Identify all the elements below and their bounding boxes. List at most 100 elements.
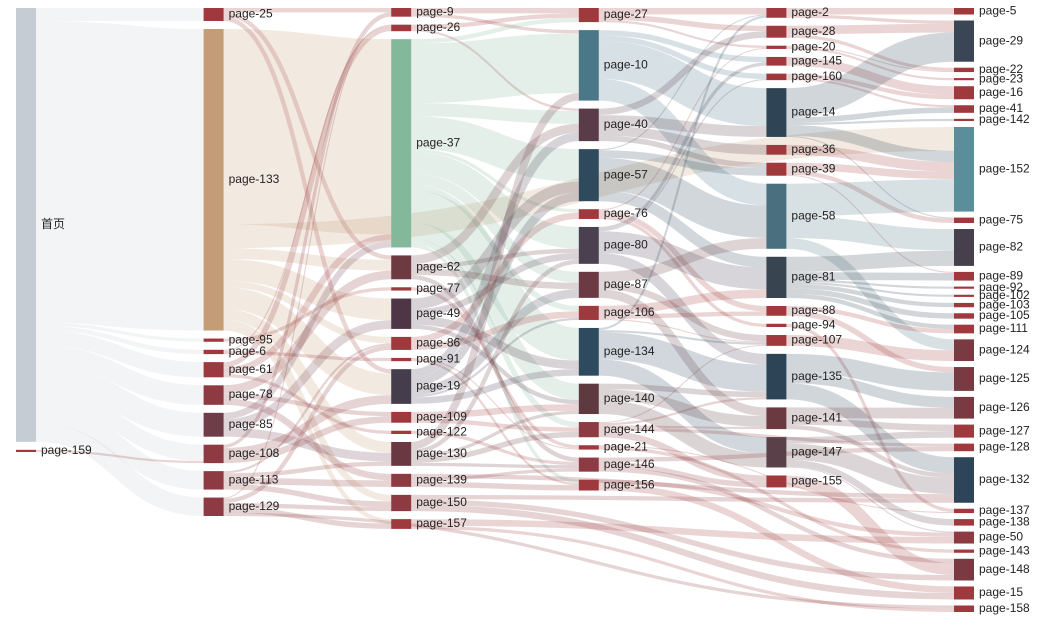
link	[411, 123, 579, 265]
node	[954, 605, 974, 612]
link	[786, 431, 955, 444]
node	[766, 162, 787, 176]
node	[954, 396, 974, 419]
link	[35, 322, 204, 342]
node	[391, 336, 412, 350]
node-label: page-91	[416, 352, 460, 366]
link	[411, 410, 579, 458]
link	[598, 383, 767, 398]
link	[598, 30, 767, 63]
link	[411, 525, 955, 612]
link	[223, 398, 392, 481]
link	[786, 162, 955, 180]
node	[203, 338, 224, 342]
link	[598, 157, 767, 238]
node-label: page-124	[979, 342, 1030, 356]
node-label: page-128	[979, 440, 1030, 454]
node	[578, 383, 599, 415]
node	[578, 305, 599, 320]
link	[223, 270, 392, 394]
node-label: page-158	[979, 601, 1030, 615]
node-label: page-130	[416, 446, 467, 460]
link	[411, 238, 579, 428]
node-label: page-94	[791, 318, 835, 332]
link	[786, 459, 955, 526]
link	[598, 282, 767, 342]
link	[598, 425, 767, 430]
node-label: page-22	[979, 62, 1023, 76]
link	[411, 499, 955, 581]
node-label: page-125	[979, 371, 1030, 385]
link	[35, 388, 204, 461]
link	[786, 174, 955, 273]
node-label: page-105	[979, 308, 1030, 322]
node	[954, 217, 974, 224]
link	[786, 418, 955, 432]
node	[954, 367, 974, 391]
link	[786, 250, 955, 272]
link	[598, 446, 955, 553]
link	[598, 125, 767, 155]
node-label: page-58	[791, 208, 835, 222]
link	[786, 281, 955, 297]
node	[578, 327, 599, 376]
link	[223, 395, 392, 457]
node-label: page-111	[979, 321, 1028, 335]
link	[411, 116, 579, 182]
link	[223, 326, 392, 524]
node	[578, 422, 599, 438]
node-label: page-41	[979, 101, 1023, 115]
link	[598, 318, 767, 343]
link	[411, 317, 579, 398]
link	[223, 320, 392, 429]
node	[766, 256, 787, 298]
link	[223, 12, 392, 260]
node-label: page-86	[416, 336, 460, 350]
node	[954, 443, 974, 452]
link	[786, 310, 955, 373]
link	[598, 19, 767, 48]
link	[411, 13, 579, 30]
link	[223, 461, 392, 478]
node	[578, 457, 599, 472]
link	[598, 79, 767, 232]
link	[35, 404, 204, 490]
node-label: page-147	[791, 444, 842, 458]
link	[223, 12, 392, 448]
link	[411, 324, 579, 405]
node-label: page-113	[229, 473, 279, 487]
link	[786, 107, 955, 123]
node	[203, 362, 224, 378]
node-label: page-10	[604, 58, 648, 72]
node	[954, 118, 974, 122]
node	[578, 30, 599, 101]
link	[598, 47, 767, 211]
link	[786, 372, 955, 408]
link	[411, 311, 579, 350]
node	[766, 144, 787, 155]
link	[411, 184, 579, 312]
node	[203, 497, 224, 516]
node-label: page-87	[604, 277, 648, 291]
node	[766, 45, 787, 49]
link	[598, 252, 767, 365]
node	[391, 8, 412, 17]
node	[391, 298, 412, 329]
node-label: page-135	[791, 369, 842, 383]
link	[411, 268, 579, 290]
node-label: page-88	[791, 303, 835, 317]
node	[954, 127, 974, 212]
node-label: page-139	[416, 473, 467, 487]
link	[223, 16, 392, 374]
node	[391, 39, 412, 248]
links	[35, 7, 955, 612]
node	[766, 73, 787, 81]
link	[598, 237, 767, 283]
link	[411, 259, 579, 454]
link	[598, 190, 767, 268]
node-label: page-85	[229, 417, 273, 431]
node-label: page-108	[229, 446, 280, 460]
link	[223, 25, 392, 368]
node	[766, 323, 787, 328]
